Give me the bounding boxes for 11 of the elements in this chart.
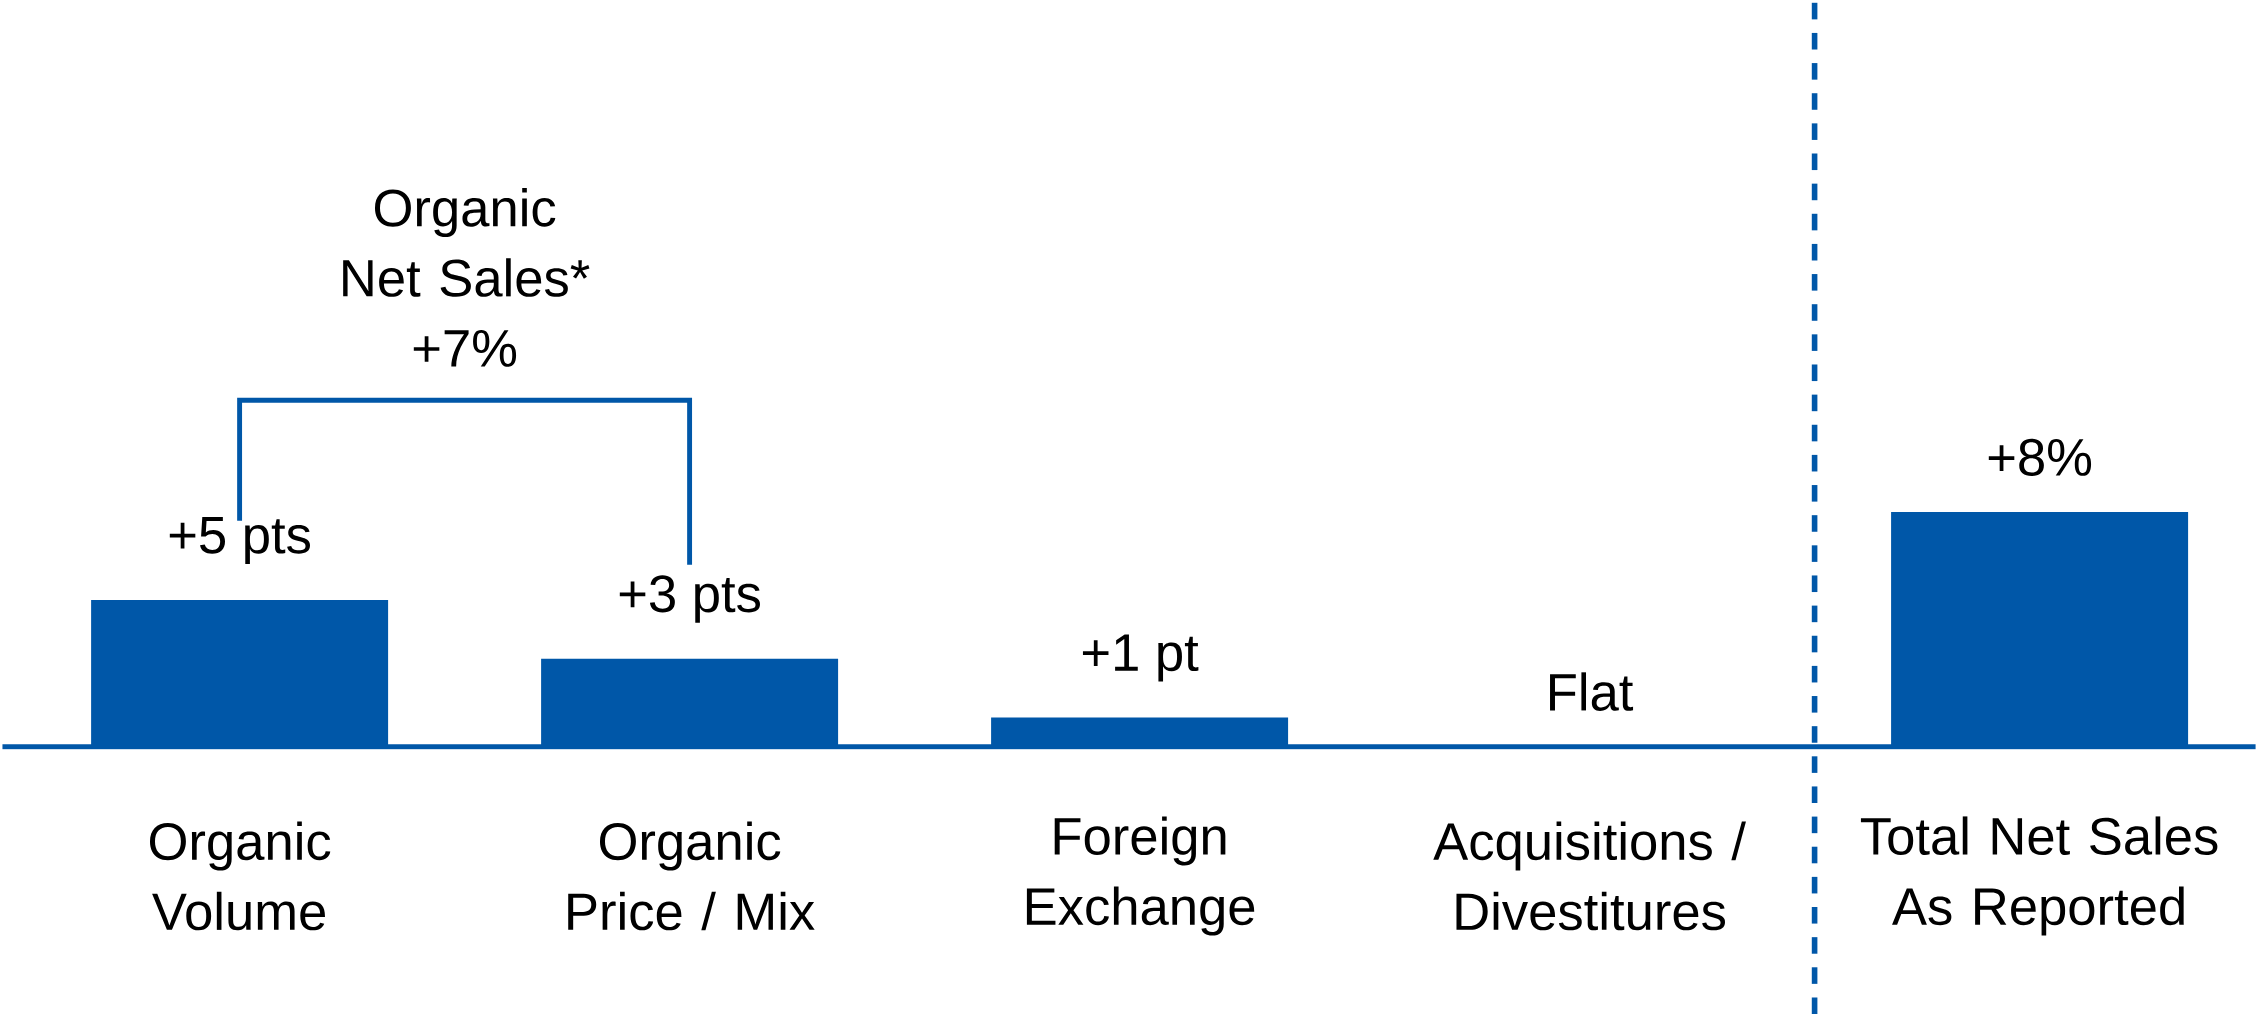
data-label: +1 pt <box>1082 634 1199 682</box>
x-tick-label: Organic Volume <box>149 821 331 931</box>
data-label: +5 pts <box>169 517 310 565</box>
text: Organic Net Sales* +7% <box>343 188 590 367</box>
x-tick-label: Foreign Exchange <box>1026 816 1255 936</box>
data-label: Flat <box>1550 672 1634 712</box>
data-label: +8% <box>1988 438 2092 477</box>
x-tick-label: Organic Price / Mix <box>568 821 815 931</box>
x-tick-label: Total Net Sales As Reported <box>1860 816 2218 936</box>
data-label: +3 pts <box>619 575 760 623</box>
x-tick-label: Acquisitions / Divestitures <box>1433 821 1746 931</box>
